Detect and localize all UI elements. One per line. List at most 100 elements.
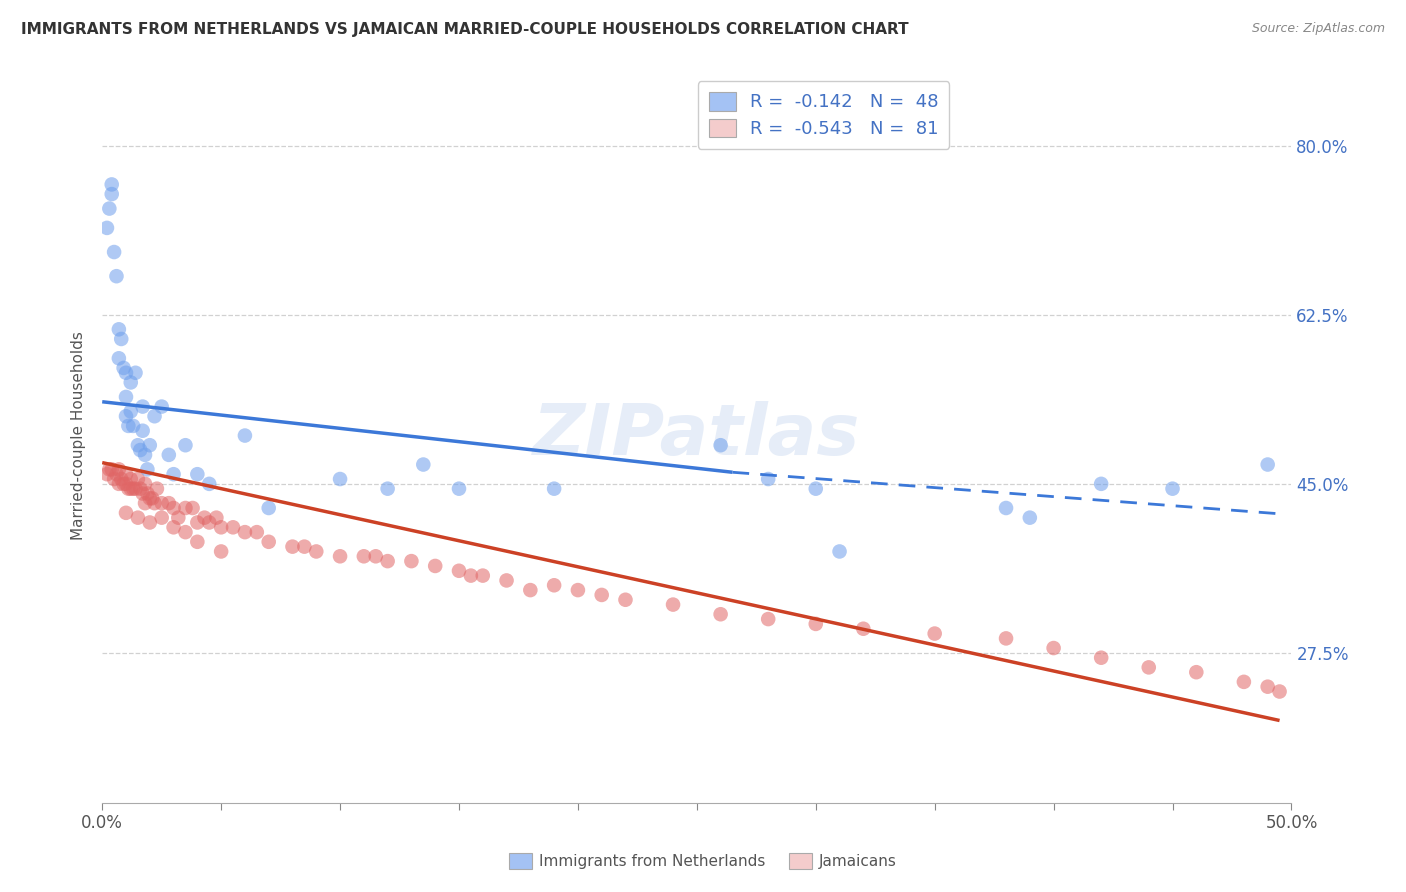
Point bbox=[1042, 641, 1064, 656]
Point bbox=[150, 400, 173, 414]
Point bbox=[1137, 660, 1160, 674]
Text: IMMIGRANTS FROM NETHERLANDS VS JAMAICAN MARRIED-COUPLE HOUSEHOLDS CORRELATION CH: IMMIGRANTS FROM NETHERLANDS VS JAMAICAN … bbox=[21, 22, 908, 37]
Point bbox=[305, 544, 328, 558]
Point bbox=[127, 438, 149, 452]
Legend: Immigrants from Netherlands, Jamaicans: Immigrants from Netherlands, Jamaicans bbox=[503, 847, 903, 875]
Point bbox=[103, 245, 125, 260]
Point bbox=[105, 467, 128, 482]
Point bbox=[209, 544, 232, 558]
Point bbox=[591, 588, 613, 602]
Point bbox=[401, 554, 423, 568]
Point bbox=[710, 438, 733, 452]
Point bbox=[96, 467, 118, 482]
Point bbox=[804, 616, 827, 631]
Point bbox=[139, 438, 162, 452]
Point bbox=[377, 554, 399, 568]
Point bbox=[108, 351, 131, 366]
Point bbox=[181, 501, 204, 516]
Point bbox=[131, 424, 153, 438]
Point bbox=[924, 626, 946, 640]
Point bbox=[852, 622, 875, 636]
Point bbox=[108, 462, 131, 476]
Point bbox=[117, 418, 139, 433]
Point bbox=[157, 496, 180, 510]
Point bbox=[1018, 510, 1040, 524]
Point bbox=[120, 472, 142, 486]
Point bbox=[198, 476, 221, 491]
Point bbox=[115, 390, 138, 404]
Point bbox=[134, 496, 156, 510]
Point bbox=[174, 501, 197, 516]
Point bbox=[127, 510, 149, 524]
Point bbox=[108, 322, 131, 336]
Point bbox=[614, 592, 637, 607]
Point bbox=[162, 520, 184, 534]
Point bbox=[246, 525, 269, 540]
Point bbox=[139, 516, 162, 530]
Point bbox=[120, 404, 142, 418]
Point bbox=[1257, 680, 1279, 694]
Point bbox=[412, 458, 434, 472]
Point bbox=[1257, 458, 1279, 472]
Point bbox=[543, 578, 565, 592]
Point bbox=[150, 510, 173, 524]
Point bbox=[377, 482, 399, 496]
Point bbox=[995, 501, 1018, 516]
Point bbox=[257, 501, 280, 516]
Point bbox=[131, 486, 153, 500]
Point bbox=[120, 482, 142, 496]
Point bbox=[198, 516, 221, 530]
Point bbox=[828, 544, 851, 558]
Point bbox=[122, 418, 145, 433]
Point bbox=[233, 428, 256, 442]
Point bbox=[174, 438, 197, 452]
Point bbox=[447, 564, 470, 578]
Point bbox=[112, 476, 135, 491]
Point bbox=[108, 476, 131, 491]
Point bbox=[112, 360, 135, 375]
Point bbox=[131, 400, 153, 414]
Point bbox=[129, 443, 152, 458]
Point bbox=[105, 269, 128, 284]
Point bbox=[353, 549, 375, 564]
Point bbox=[139, 491, 162, 506]
Point bbox=[127, 472, 149, 486]
Point bbox=[122, 482, 145, 496]
Point bbox=[110, 472, 132, 486]
Point bbox=[110, 332, 132, 346]
Point bbox=[115, 467, 138, 482]
Point bbox=[257, 534, 280, 549]
Point bbox=[120, 376, 142, 390]
Point bbox=[124, 366, 146, 380]
Point bbox=[124, 482, 146, 496]
Point bbox=[162, 501, 184, 516]
Point bbox=[710, 607, 733, 622]
Point bbox=[157, 448, 180, 462]
Point bbox=[115, 366, 138, 380]
Point bbox=[174, 525, 197, 540]
Point bbox=[329, 549, 352, 564]
Y-axis label: Married-couple Households: Married-couple Households bbox=[72, 331, 86, 540]
Point bbox=[186, 516, 208, 530]
Point bbox=[209, 520, 232, 534]
Point bbox=[100, 178, 122, 192]
Point bbox=[143, 409, 166, 424]
Point bbox=[129, 482, 152, 496]
Point bbox=[1268, 684, 1291, 698]
Point bbox=[150, 496, 173, 510]
Point bbox=[134, 448, 156, 462]
Point bbox=[425, 558, 447, 573]
Point bbox=[519, 583, 541, 598]
Point bbox=[1161, 482, 1184, 496]
Point bbox=[543, 482, 565, 496]
Point bbox=[186, 534, 208, 549]
Point bbox=[134, 476, 156, 491]
Legend: R =  -0.142   N =  48, R =  -0.543   N =  81: R = -0.142 N = 48, R = -0.543 N = 81 bbox=[697, 81, 949, 149]
Text: Source: ZipAtlas.com: Source: ZipAtlas.com bbox=[1251, 22, 1385, 36]
Point bbox=[117, 482, 139, 496]
Point bbox=[115, 506, 138, 520]
Point bbox=[662, 598, 685, 612]
Point bbox=[98, 462, 121, 476]
Point bbox=[222, 520, 245, 534]
Point bbox=[804, 482, 827, 496]
